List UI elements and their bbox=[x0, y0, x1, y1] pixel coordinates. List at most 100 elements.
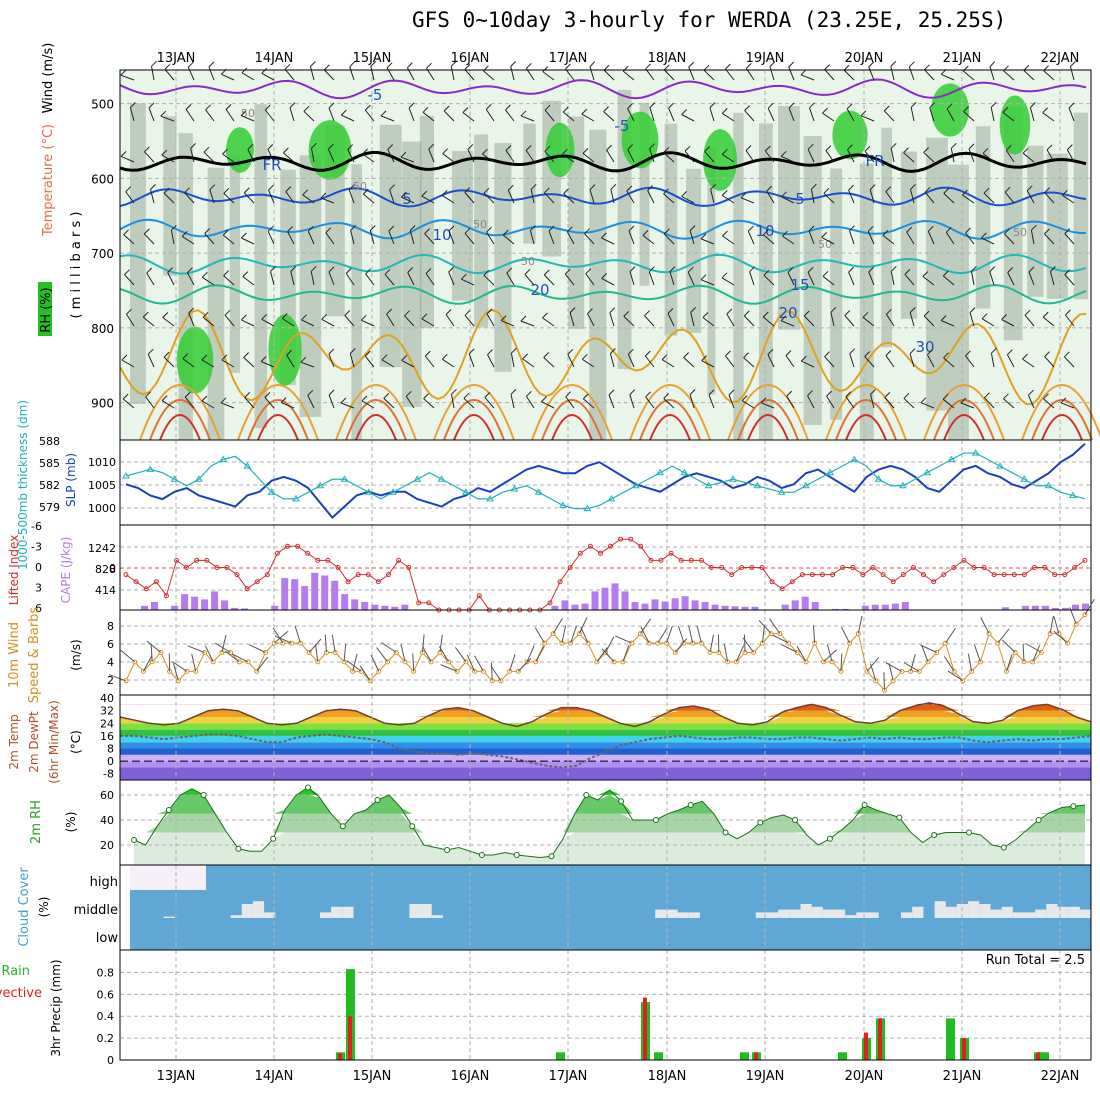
wind-barb-flag bbox=[241, 314, 247, 321]
wind-barb bbox=[224, 314, 235, 327]
rh-marker bbox=[200, 792, 207, 798]
wind-barb-flag bbox=[283, 147, 289, 154]
wind-barb bbox=[909, 312, 915, 327]
wind-barb bbox=[1028, 271, 1035, 286]
wind-speed-tick: 8 bbox=[107, 620, 114, 633]
wind-barb-flag bbox=[307, 390, 314, 396]
wind-barb bbox=[401, 196, 415, 204]
wind-barb bbox=[649, 148, 655, 163]
wind-barb bbox=[1064, 274, 1075, 286]
middle-cloud-bar bbox=[409, 904, 421, 918]
wind-barb-flag bbox=[663, 64, 670, 71]
top-date-label: 16JAN bbox=[451, 51, 490, 66]
wind-barb bbox=[204, 233, 215, 245]
wind-barb-flag bbox=[122, 393, 129, 400]
wind-barb bbox=[323, 69, 335, 81]
wind-barb-flag bbox=[530, 225, 536, 231]
wind-barb bbox=[280, 402, 295, 409]
slp-tick: 1000 bbox=[88, 502, 116, 515]
wind-barb bbox=[562, 111, 575, 122]
wind-barb-10m bbox=[772, 634, 789, 644]
wind-barb-flag bbox=[800, 69, 807, 76]
temperature-tick: 8 bbox=[107, 743, 114, 756]
wind-barb-flag bbox=[909, 348, 916, 354]
wind-barb-flag bbox=[1065, 309, 1071, 316]
rh-marker bbox=[444, 847, 451, 853]
wind-barb bbox=[264, 397, 275, 409]
wind-barb-flag bbox=[927, 349, 933, 356]
wind-barb-flag bbox=[311, 142, 317, 149]
cape-bar bbox=[301, 586, 309, 610]
wind-barb-10m bbox=[1084, 599, 1095, 615]
wind-barb bbox=[830, 312, 835, 327]
lifted-index-marker bbox=[345, 579, 351, 585]
wind-barb-10m bbox=[769, 618, 781, 634]
wind-barb bbox=[722, 112, 735, 122]
wind-barb-flag bbox=[1044, 351, 1050, 357]
warm-arch bbox=[737, 399, 799, 441]
lifted-index-marker bbox=[779, 586, 785, 592]
lifted-index-marker bbox=[668, 550, 674, 556]
pressure-tick-label: 500 bbox=[91, 98, 114, 112]
wind-barb bbox=[722, 235, 735, 245]
wind-barb-flag bbox=[870, 389, 876, 395]
wind-barb-10m bbox=[639, 618, 652, 634]
wind-barb-flag bbox=[689, 225, 696, 231]
wind-barb-flag bbox=[511, 347, 517, 354]
wind-barb-flag bbox=[484, 392, 491, 398]
warm-arch bbox=[531, 384, 613, 441]
lifted-index-marker bbox=[931, 579, 937, 585]
wind-barb bbox=[520, 115, 535, 122]
rh-marker bbox=[583, 792, 590, 798]
middle-cloud-bar bbox=[1079, 909, 1091, 918]
humidity-band bbox=[733, 112, 744, 440]
wind-barb-flag bbox=[209, 184, 216, 191]
wind-barb-flag bbox=[267, 144, 274, 150]
wind-barb bbox=[644, 315, 655, 327]
wind-barb-flag bbox=[388, 225, 395, 232]
wind-barb-flag bbox=[510, 388, 517, 395]
wind-barb bbox=[924, 69, 935, 81]
warm-arch bbox=[541, 399, 603, 441]
wind-barb-flag bbox=[642, 230, 649, 236]
pressure-tick-label: 800 bbox=[91, 322, 114, 336]
minmax-axis-label: (6hr Min/Max) bbox=[47, 700, 61, 784]
wind-barb bbox=[990, 353, 995, 368]
wind-barb bbox=[150, 189, 155, 204]
lifted-index-marker bbox=[285, 543, 290, 549]
wind-barb bbox=[725, 355, 735, 368]
wind-barb-flag bbox=[725, 350, 731, 357]
wind-barb-flag bbox=[721, 148, 728, 155]
wind-barb bbox=[243, 192, 255, 204]
humidity-band bbox=[589, 129, 607, 440]
wind-barb-flag bbox=[364, 104, 371, 111]
wind-barb bbox=[1069, 66, 1075, 81]
wind-barb bbox=[808, 230, 815, 245]
precip-convective-legend: Convective bbox=[0, 986, 42, 1001]
thickness-marker bbox=[486, 494, 495, 502]
middle-cloud-bar bbox=[789, 909, 801, 918]
thickness-marker bbox=[170, 475, 179, 482]
wind-barb-flag bbox=[860, 110, 867, 117]
wind10-units-label: (m/s) bbox=[69, 639, 83, 670]
contour-label: -5 bbox=[368, 86, 383, 104]
rh-marker bbox=[826, 835, 833, 842]
wind-barb-flag bbox=[725, 63, 731, 70]
lifted-index-marker bbox=[850, 565, 856, 570]
wind-barb bbox=[1044, 192, 1055, 204]
cape-bar bbox=[591, 591, 599, 610]
thickness-marker bbox=[122, 471, 130, 479]
wind-barb bbox=[788, 107, 795, 122]
wind-barb bbox=[510, 66, 515, 81]
wind-barb-flag bbox=[541, 396, 547, 402]
wind-barb-flag bbox=[1001, 314, 1007, 320]
wind-barb bbox=[267, 231, 275, 245]
wind-barb-flag bbox=[160, 110, 167, 117]
wind-barb bbox=[822, 275, 835, 286]
lifted-index-marker bbox=[163, 593, 169, 599]
thickness-tick: 579 bbox=[39, 501, 60, 514]
wind-barb bbox=[582, 358, 595, 368]
wind-barb-flag bbox=[886, 308, 892, 315]
wind-barb bbox=[187, 66, 195, 81]
wind-barb-flag bbox=[164, 63, 171, 70]
